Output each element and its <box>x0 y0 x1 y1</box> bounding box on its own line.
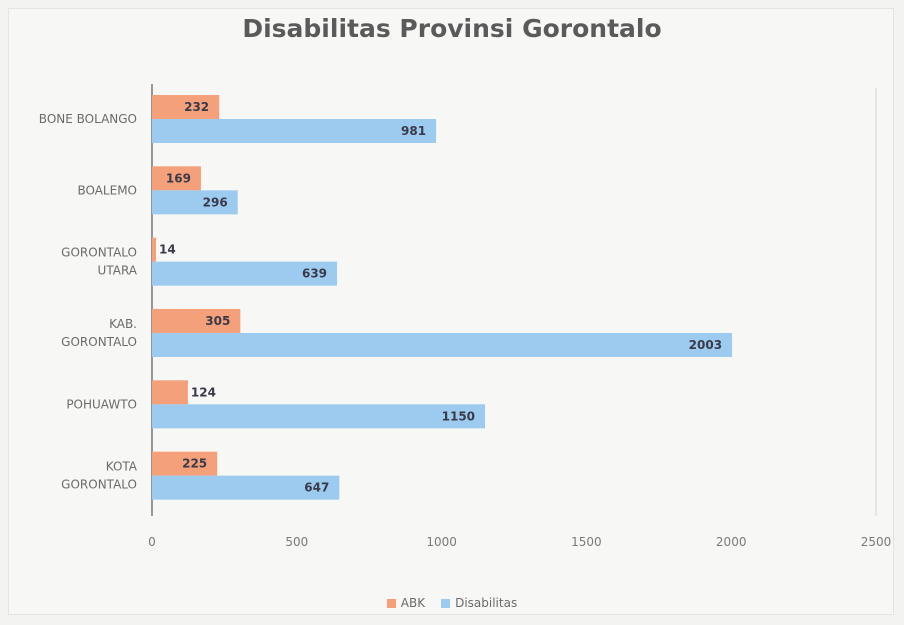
category-label: KAB. <box>109 317 137 331</box>
category-label: GORONTALO <box>61 335 137 349</box>
chart-title: Disabilitas Provinsi Gorontalo <box>242 14 662 43</box>
chart-legend: ABK Disabilitas <box>0 596 904 610</box>
data-label: 981 <box>401 124 426 138</box>
bar-disabilitas <box>152 261 338 286</box>
data-label: 1150 <box>442 409 475 423</box>
legend-label: ABK <box>400 596 426 610</box>
bar-abk <box>152 451 218 476</box>
data-label: 639 <box>302 267 327 281</box>
category-label: KOTA <box>106 460 138 474</box>
category-label: BOALEMO <box>77 183 137 197</box>
data-label: 124 <box>191 385 216 399</box>
category-label: POHUAWTO <box>66 397 137 411</box>
data-label: 296 <box>203 195 228 209</box>
data-label: 225 <box>182 457 207 471</box>
x-tick-label: 2500 <box>861 535 892 549</box>
data-label: 232 <box>184 100 209 114</box>
legend-swatch <box>386 598 396 608</box>
data-label: 647 <box>304 481 329 495</box>
x-tick-label: 500 <box>285 535 308 549</box>
data-label: 14 <box>159 243 176 257</box>
category-label: GORONTALO <box>61 478 137 492</box>
legend-item: ABK <box>386 596 426 610</box>
category-label: UTARA <box>98 264 138 278</box>
bar-abk <box>152 95 220 119</box>
x-tick-label: 2000 <box>716 535 747 549</box>
data-label: 2003 <box>689 338 722 352</box>
category-label: BONE BOLANGO <box>39 112 137 126</box>
bar-abk <box>152 166 201 191</box>
bar-disabilitas <box>152 475 340 500</box>
data-label: 305 <box>205 314 230 328</box>
bar-abk <box>152 237 157 262</box>
bar-disabilitas <box>152 190 238 215</box>
bar-abk <box>152 380 188 405</box>
legend-item: Disabilitas <box>441 596 517 610</box>
bar-abk <box>152 309 241 333</box>
bar-disabilitas <box>152 333 733 357</box>
bar-disabilitas <box>152 119 437 143</box>
x-tick-label: 0 <box>148 535 156 549</box>
category-label: GORONTALO <box>61 246 137 260</box>
x-tick-label: 1500 <box>571 535 602 549</box>
legend-swatch <box>441 598 451 608</box>
legend-label: Disabilitas <box>455 596 518 610</box>
bar-disabilitas <box>152 404 486 429</box>
x-tick-label: 1000 <box>426 535 457 549</box>
data-label: 169 <box>166 171 191 185</box>
